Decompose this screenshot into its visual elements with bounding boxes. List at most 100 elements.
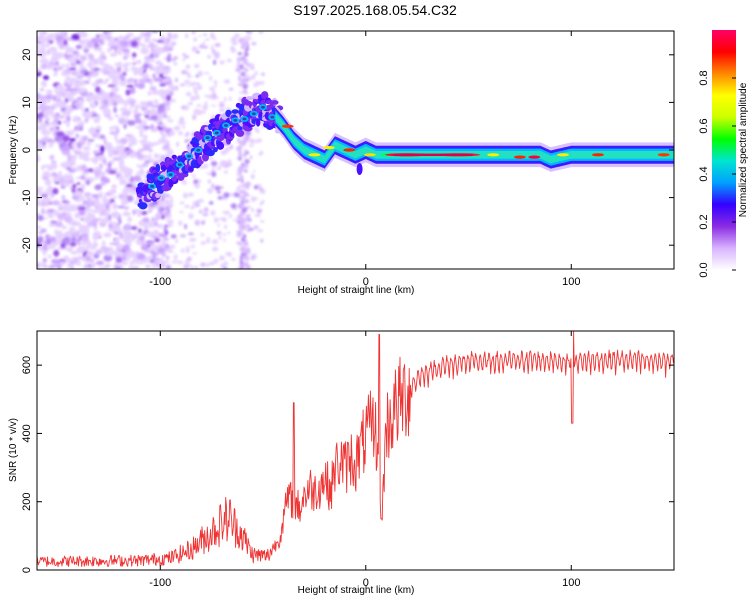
noise-blob xyxy=(170,234,177,239)
noise-blob xyxy=(119,182,128,185)
noise-blob xyxy=(136,252,146,261)
noise-blob xyxy=(241,236,245,243)
ridge-core xyxy=(233,119,238,122)
noise-blob xyxy=(152,245,156,252)
noise-blob xyxy=(158,89,166,97)
noise-blob xyxy=(244,169,248,173)
noise-blob xyxy=(99,154,105,161)
noise-blob xyxy=(85,95,93,103)
noise-blob xyxy=(219,255,225,261)
noise-blob xyxy=(122,63,129,69)
noise-blob xyxy=(210,32,214,35)
ridge-blob xyxy=(231,109,239,114)
noise-blob xyxy=(57,115,66,119)
noise-blob xyxy=(151,220,156,223)
noise-blob xyxy=(211,94,217,98)
noise-blob xyxy=(136,152,143,160)
noise-blob xyxy=(121,255,127,261)
noise-blob xyxy=(246,44,250,47)
noise-blob xyxy=(101,92,109,96)
noise-blob xyxy=(117,150,125,156)
noise-blob xyxy=(237,178,240,182)
noise-blob xyxy=(100,248,105,253)
noise-blob xyxy=(166,55,172,63)
noise-blob xyxy=(136,59,142,65)
noise-blob xyxy=(41,80,47,88)
noise-blob xyxy=(149,86,157,91)
noise-blob xyxy=(245,62,250,67)
noise-blob xyxy=(123,57,128,60)
noise-blob xyxy=(115,259,123,263)
noise-blob xyxy=(147,101,153,107)
noise-blob xyxy=(58,170,62,176)
noise-blob xyxy=(42,164,51,168)
noise-blob xyxy=(190,245,196,248)
noise-blob xyxy=(144,160,151,164)
y-tick-label: 200 xyxy=(21,493,33,511)
noise-blob xyxy=(162,101,171,107)
noise-blob xyxy=(213,59,217,66)
noise-blob xyxy=(37,154,40,162)
noise-blob xyxy=(103,178,110,184)
noise-blob xyxy=(203,33,208,36)
noise-blob xyxy=(226,231,231,234)
noise-blob xyxy=(102,70,111,75)
noise-blob xyxy=(205,121,211,124)
noise-blob xyxy=(115,266,121,269)
noise-blob xyxy=(165,115,171,119)
noise-blob xyxy=(123,170,128,175)
noise-blob xyxy=(124,223,132,229)
noise-blob xyxy=(142,63,150,69)
ridge-blob xyxy=(261,91,269,100)
noise-blob xyxy=(170,84,175,90)
noise-blob xyxy=(243,195,246,201)
noise-blob xyxy=(204,38,210,41)
noise-blob xyxy=(121,244,131,251)
ridge-core xyxy=(196,148,201,152)
ridge-peak xyxy=(592,153,604,157)
ridge-core xyxy=(242,117,247,121)
noise-blob xyxy=(248,63,255,69)
noise-blob xyxy=(236,232,242,238)
noise-blob xyxy=(92,241,98,248)
noise-blob xyxy=(51,259,60,264)
noise-blob xyxy=(138,148,145,152)
noise-blob xyxy=(133,266,137,269)
noise-blob xyxy=(193,90,198,95)
noise-blob xyxy=(247,37,252,40)
noise-blob xyxy=(68,67,77,71)
noise-blob xyxy=(71,142,76,148)
noise-blob xyxy=(45,234,50,240)
noise-blob xyxy=(108,151,114,158)
noise-blob xyxy=(223,165,229,168)
noise-blob xyxy=(58,230,63,235)
noise-blob xyxy=(159,83,166,87)
noise-blob xyxy=(74,198,82,203)
noise-blob xyxy=(53,249,60,257)
noise-blob xyxy=(37,68,41,72)
noise-blob xyxy=(237,214,243,221)
noise-blob xyxy=(136,68,140,75)
noise-blob xyxy=(76,142,82,149)
noise-blob xyxy=(202,219,206,222)
noise-blob xyxy=(236,65,241,69)
noise-blob xyxy=(134,114,140,120)
noise-blob xyxy=(159,129,164,135)
noise-blob xyxy=(237,60,240,65)
noise-blob xyxy=(147,110,151,114)
noise-blob xyxy=(219,108,225,112)
noise-blob xyxy=(167,32,171,38)
noise-blob xyxy=(206,237,211,241)
noise-blob xyxy=(200,110,206,114)
noise-blob xyxy=(139,127,144,135)
noise-blob xyxy=(63,255,69,260)
noise-blob xyxy=(99,51,106,57)
ridge-core xyxy=(177,163,182,167)
noise-blob xyxy=(113,82,119,86)
noise-blob xyxy=(79,107,87,111)
noise-blob xyxy=(86,250,94,258)
noise-blob xyxy=(52,73,58,77)
noise-blob xyxy=(238,74,242,81)
noise-blob xyxy=(167,119,174,123)
noise-blob xyxy=(140,245,148,251)
